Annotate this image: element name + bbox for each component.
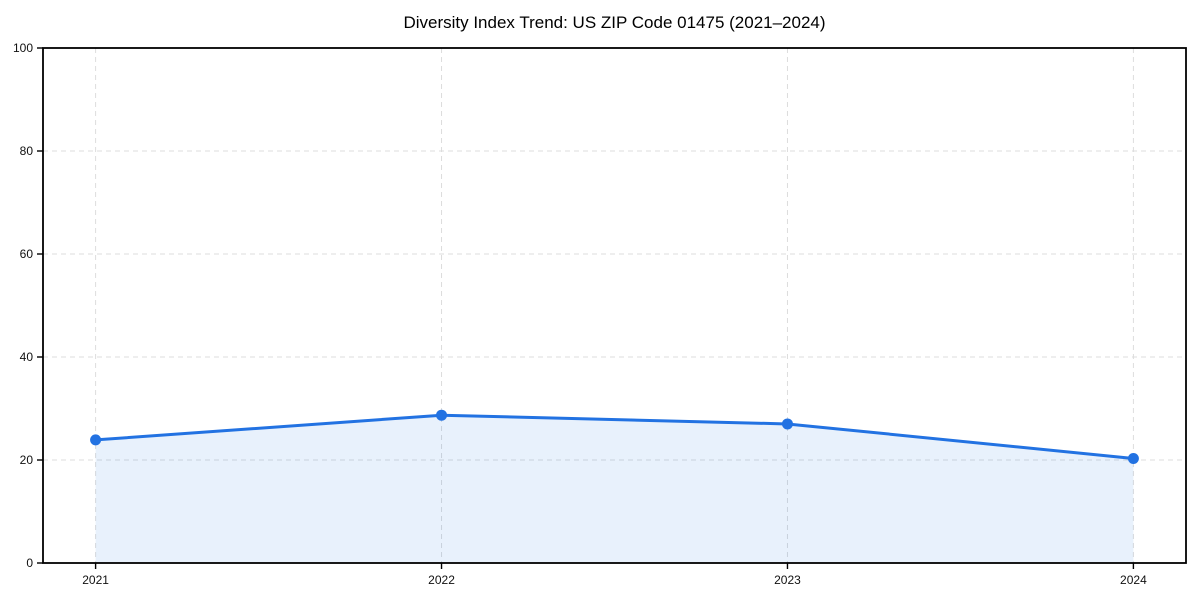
y-axis-tick-label: 60 bbox=[20, 247, 34, 261]
data-point-2023 bbox=[781, 418, 793, 430]
x-axis-tick-label: 2022 bbox=[428, 573, 455, 587]
y-axis-tick-label: 80 bbox=[20, 144, 34, 158]
y-axis-tick-label: 40 bbox=[20, 350, 34, 364]
area-fill bbox=[95, 415, 1134, 563]
trend-line bbox=[94, 413, 1135, 460]
y-axis-tick-label: 100 bbox=[13, 41, 33, 55]
x-axis-tick-label: 2023 bbox=[774, 573, 801, 587]
axes-spines bbox=[42, 47, 1187, 564]
y-axis-tick-label: 20 bbox=[20, 453, 34, 467]
data-point-2021 bbox=[90, 434, 102, 446]
data-point-2022 bbox=[436, 409, 448, 421]
chart-title: Diversity Index Trend: US ZIP Code 01475… bbox=[403, 13, 826, 32]
x-axis-tick-label: 2021 bbox=[82, 573, 109, 587]
y-axis-tick-label: 0 bbox=[26, 556, 33, 570]
data-point-2024 bbox=[1127, 452, 1139, 464]
x-axis-tick-label: 2024 bbox=[1120, 573, 1147, 587]
